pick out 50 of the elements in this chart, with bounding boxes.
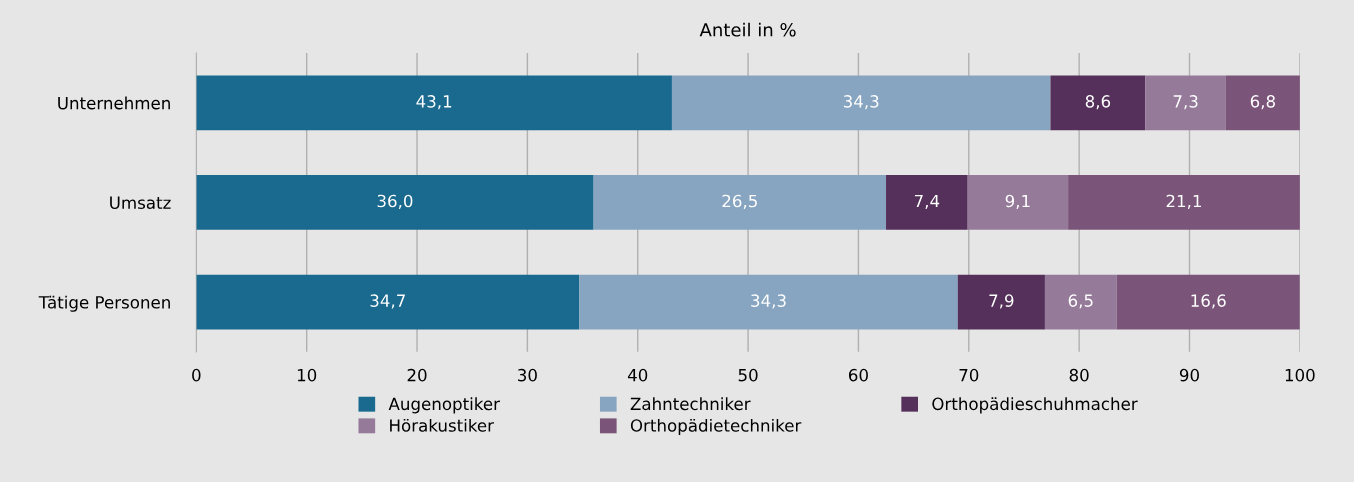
data-label: 36,0 [377,194,413,209]
legend-label: Orthopädieschuhmacher [932,397,1138,414]
data-label: 26,5 [722,194,757,209]
data-label: 7,9 [989,294,1014,309]
data-label: 7,3 [1173,95,1198,110]
chart-title: Anteil in % [699,22,796,37]
x-tick-label: 10 [297,368,317,382]
data-label: 16,6 [1191,294,1226,309]
y-tick-label: Umsatz [110,196,171,210]
x-tick-label: 90 [1179,368,1199,382]
data-label: 6,5 [1068,294,1093,309]
bar [196,175,594,230]
bar [579,274,958,330]
data-label: 43,1 [416,95,452,110]
bar [196,75,672,131]
data-label: 34,3 [843,95,879,110]
bar [967,175,1069,230]
data-label: 34,7 [370,294,405,309]
x-tick-label: 70 [959,368,979,382]
data-label: 6,8 [1250,95,1275,110]
legend-label: Augenoptiker [388,397,500,414]
bar [196,274,580,330]
y-tick-label: Tätige Personen [38,295,170,312]
bar [957,274,1045,330]
data-label: 34,3 [751,294,786,309]
x-tick-label: 40 [627,368,648,382]
bar [1225,75,1300,131]
x-tick-label: 30 [518,368,537,382]
legend-label: Hörakustiker [390,418,494,432]
data-label: 9,1 [1005,194,1030,209]
bar [1145,75,1226,131]
legend-label: Orthopädietechniker [630,418,802,436]
x-tick-label: 20 [407,368,427,382]
x-tick-label: 100 [1285,368,1315,382]
data-label: 7,4 [914,194,940,209]
data-label: 8,6 [1085,95,1111,110]
bar [1044,274,1117,330]
x-tick-label: 50 [738,368,758,382]
legend-label: Zahntechniker [630,397,751,411]
y-tick-label: Unternehmen [58,96,170,110]
bar [671,75,1051,131]
bar [1116,274,1300,330]
bar [886,175,968,230]
bar [1068,175,1300,230]
bar [593,175,887,230]
bar [1050,75,1146,131]
x-tick-label: 60 [849,368,868,382]
data-label: 21,1 [1166,194,1201,209]
x-tick-label: 80 [1069,368,1089,382]
x-tick-label: 0 [192,368,201,382]
